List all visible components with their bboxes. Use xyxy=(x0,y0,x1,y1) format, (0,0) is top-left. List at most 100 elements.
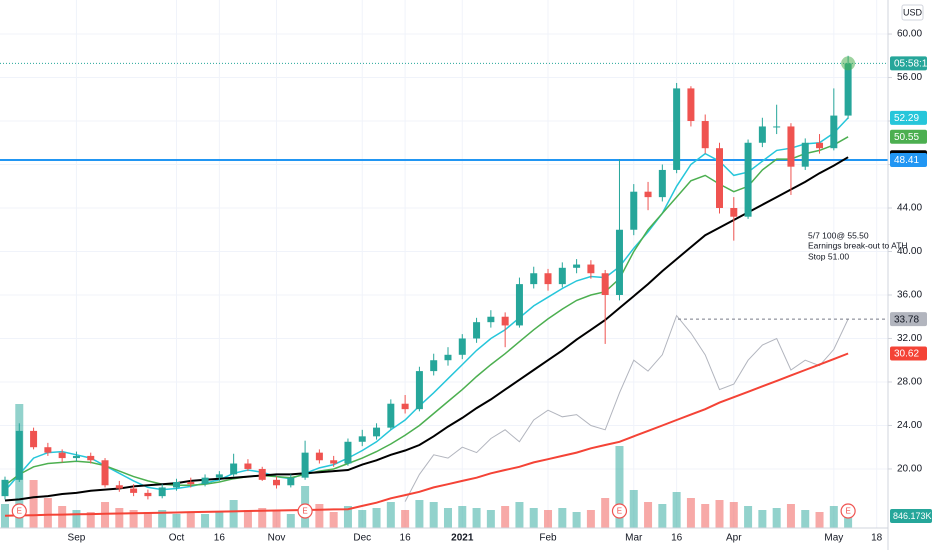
volume-bar xyxy=(401,510,410,528)
candle-body xyxy=(630,191,638,230)
volume-bar xyxy=(415,500,424,528)
candle-body xyxy=(358,436,366,442)
y-tick-label: 32.00 xyxy=(897,333,922,344)
volume-badge xyxy=(890,509,932,523)
volume-bar xyxy=(686,498,695,528)
price-badge xyxy=(890,312,927,327)
candle-body xyxy=(444,354,452,361)
price-badge xyxy=(890,346,927,361)
candle-body xyxy=(15,430,23,480)
grid xyxy=(0,0,888,528)
candle-body xyxy=(315,452,323,461)
volume-bar xyxy=(658,504,667,528)
candle-body xyxy=(658,169,666,198)
candle-body xyxy=(244,463,252,469)
candle-body xyxy=(687,88,695,122)
candle-body xyxy=(816,142,824,149)
volume-bar xyxy=(772,508,781,528)
price-badge xyxy=(890,110,927,125)
volume-bar xyxy=(329,512,338,528)
price-badge-label: 50.55 xyxy=(894,132,919,143)
volume-bar xyxy=(86,512,95,528)
candle-body xyxy=(172,482,180,488)
x-tick-label: Apr xyxy=(726,533,742,544)
candle-body xyxy=(201,477,209,485)
volume-bar xyxy=(701,504,710,528)
earnings-label: E xyxy=(617,507,622,516)
candle-body xyxy=(273,479,281,486)
candle-body xyxy=(615,229,623,295)
volume-bar xyxy=(343,506,352,528)
volume-bar xyxy=(815,512,824,528)
indicator-line xyxy=(4,352,849,517)
candle-body xyxy=(487,316,495,323)
candle-body xyxy=(844,63,852,116)
currency: USD xyxy=(903,7,923,17)
x-tick-label: Oct xyxy=(169,533,185,544)
candle-body xyxy=(730,208,738,217)
volume-bar xyxy=(529,508,538,528)
volume-bar xyxy=(572,512,581,528)
candle-body xyxy=(758,126,766,143)
volume-bar xyxy=(443,508,452,528)
candle-body xyxy=(258,468,266,480)
x-tick-label: Nov xyxy=(268,533,286,544)
price-badge-label: 05:58:14 xyxy=(894,59,932,70)
candle-body xyxy=(187,482,195,485)
volume-bar xyxy=(1,504,9,528)
candle-body xyxy=(44,447,52,453)
volume-bar xyxy=(429,502,438,528)
candle-body xyxy=(787,126,795,167)
candle-body xyxy=(58,452,66,459)
volume-bar xyxy=(586,510,595,528)
volume-bar xyxy=(243,510,252,528)
x-tick-label: 16 xyxy=(400,533,412,544)
candle-body xyxy=(558,267,566,285)
volume-bar xyxy=(744,506,753,528)
candle-body xyxy=(72,455,80,459)
volume-bar xyxy=(201,514,210,528)
candle-body xyxy=(601,273,609,295)
candle-body xyxy=(515,284,523,326)
indicator-line xyxy=(4,156,849,502)
candle-body xyxy=(30,430,38,448)
earnings-label: E xyxy=(17,507,22,516)
x-tick-label: Feb xyxy=(539,533,557,544)
candle-body xyxy=(701,121,709,149)
candle-body xyxy=(744,142,752,217)
y-tick-label: 40.00 xyxy=(897,246,922,257)
volume-bar xyxy=(829,506,838,528)
x-tick-label: 16 xyxy=(671,533,683,544)
x-tick-label: Dec xyxy=(353,533,371,544)
volume-bar xyxy=(258,508,267,528)
y-tick-label: 60.00 xyxy=(897,29,922,40)
candle-body xyxy=(215,474,223,478)
volume-bar xyxy=(386,502,395,528)
candle-body xyxy=(530,273,538,285)
candle-body xyxy=(158,487,166,497)
price-badge-label: 33.78 xyxy=(894,314,919,325)
volume-bar xyxy=(729,502,738,528)
candle-body xyxy=(587,264,595,274)
volume-bar xyxy=(58,506,67,528)
volume-bar xyxy=(615,446,624,528)
candle-body xyxy=(473,322,481,339)
candle-body xyxy=(830,115,838,149)
volume-bar xyxy=(172,514,181,528)
volume-bar xyxy=(115,508,124,528)
x-tick-label: May xyxy=(824,533,843,544)
earnings-label: E xyxy=(845,507,850,516)
indicator-line xyxy=(404,314,849,502)
annotation-line: Earnings break-out to ATH xyxy=(808,240,908,250)
candle-body xyxy=(415,371,423,410)
volume-bar xyxy=(629,490,638,528)
volume-bar xyxy=(672,492,681,528)
price-badge-label: 30.62 xyxy=(894,349,919,360)
annotation-line: Stop 51.00 xyxy=(808,251,849,261)
x-tick-label: 2021 xyxy=(451,533,474,544)
volume-bar xyxy=(372,508,381,528)
volume-bar xyxy=(186,512,195,528)
earnings-label: E xyxy=(302,507,307,516)
